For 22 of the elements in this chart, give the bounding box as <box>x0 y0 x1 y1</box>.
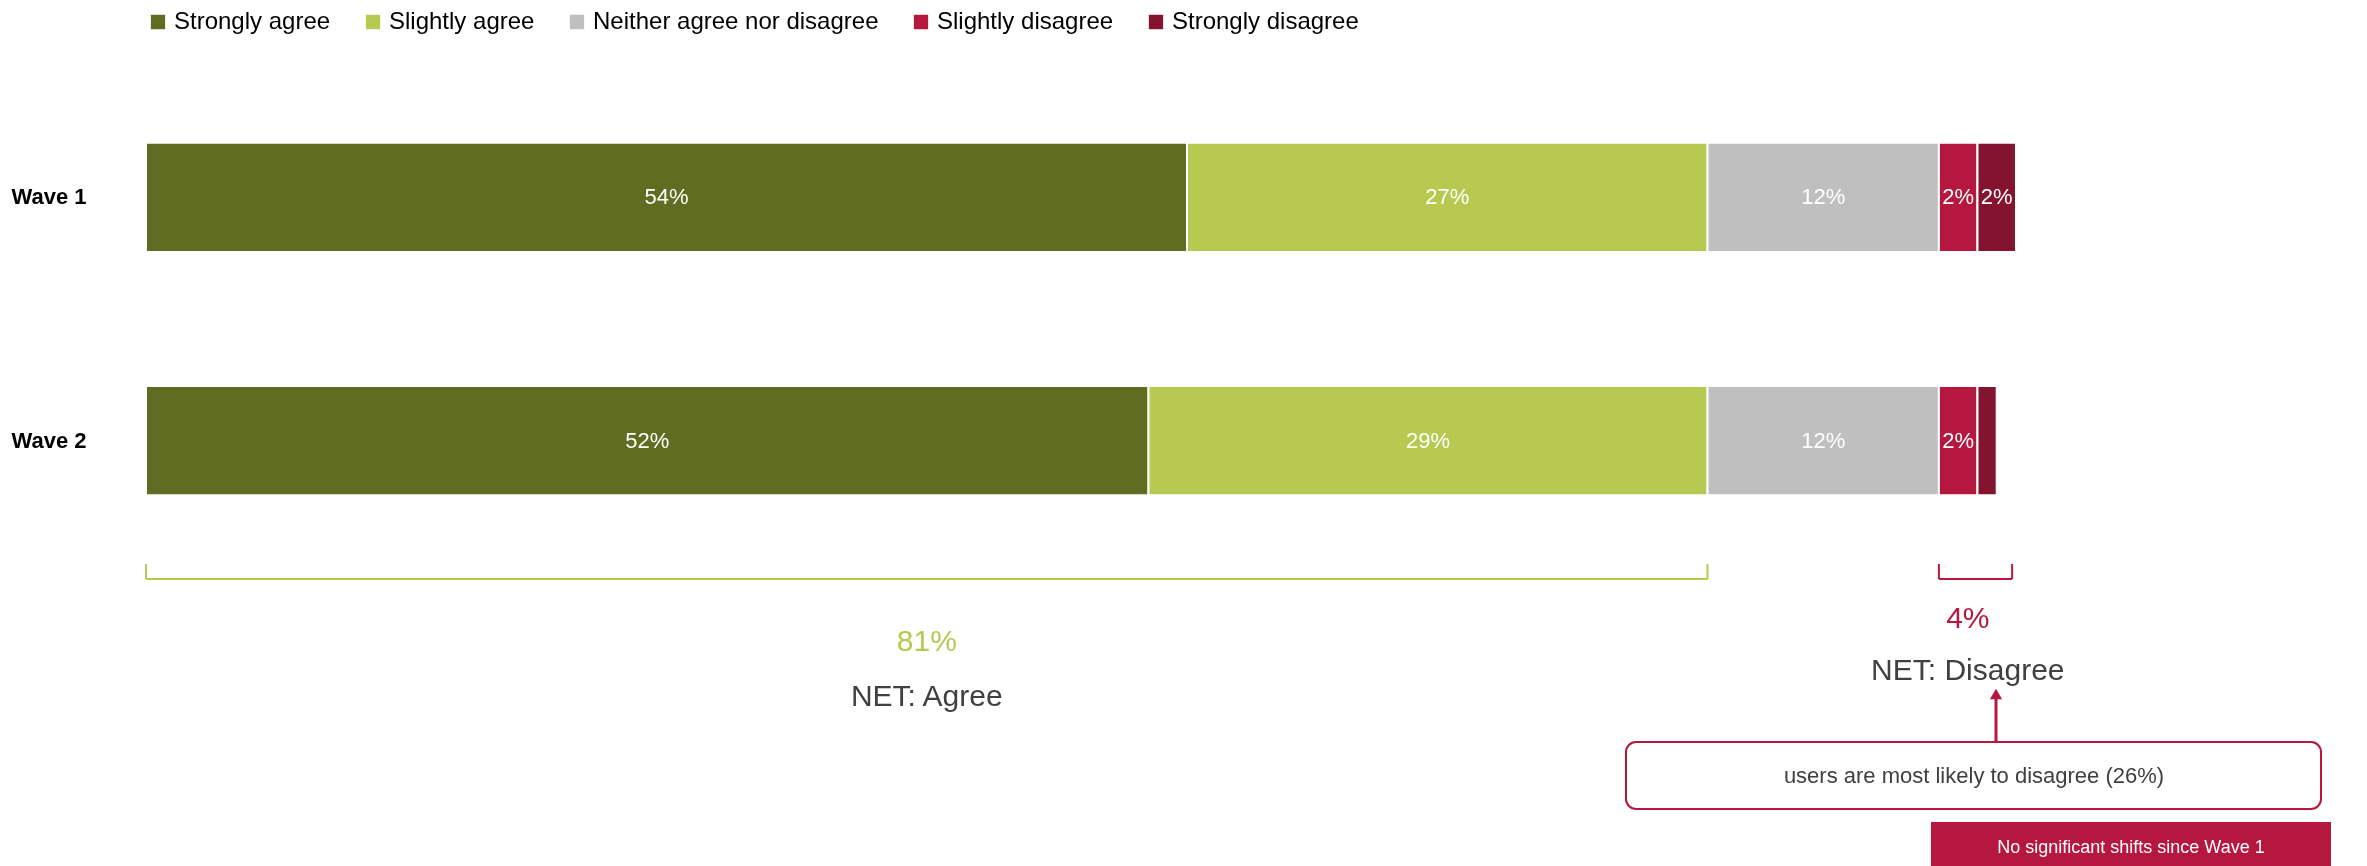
legend-label: Strongly disagree <box>1172 7 1359 34</box>
text: users are most likely to disagree (26%) <box>1783 763 2165 788</box>
data-label: 2% <box>1980 184 2013 210</box>
text: NET: Disagree <box>1871 653 2065 686</box>
text: No significant shifts since Wave 1 <box>1997 837 2265 857</box>
legend-label: Slightly agree <box>389 7 535 34</box>
data-label: 2% <box>1942 427 1975 453</box>
y-tick-label: Wave 2 <box>11 427 87 453</box>
legend-label: Neither agree nor disagree <box>593 7 879 34</box>
data-label: 12% <box>1801 427 1846 453</box>
text: 4% <box>1946 601 1990 634</box>
data-label: 52% <box>625 427 670 453</box>
data-label: 12% <box>1801 184 1846 210</box>
y-tick-label: Wave 1 <box>11 184 87 210</box>
legend-label: Strongly agree <box>174 7 331 34</box>
data-label: 2% <box>1942 184 1975 210</box>
data-label: 27% <box>1425 184 1470 210</box>
text: NET: Agree <box>850 679 1003 712</box>
text: 81% <box>896 624 957 657</box>
data-label: 29% <box>1405 427 1451 453</box>
legend-label: Slightly disagree <box>937 7 1114 34</box>
data-label: 54% <box>644 184 689 210</box>
